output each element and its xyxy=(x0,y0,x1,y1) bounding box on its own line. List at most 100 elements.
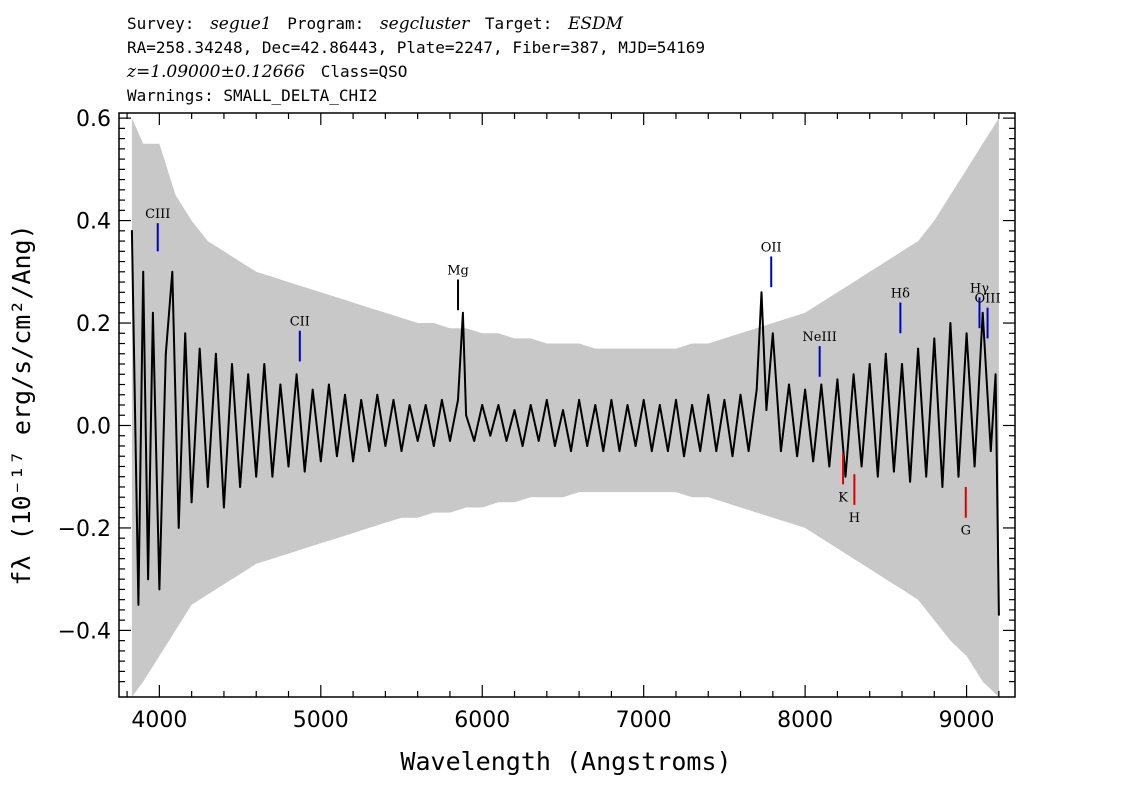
flux-point xyxy=(432,445,435,447)
survey-value: segue1 xyxy=(210,14,272,34)
line-marker-label: OII xyxy=(761,240,782,255)
x-tick-label: 8000 xyxy=(777,708,833,733)
flux-point xyxy=(271,475,274,478)
flux-point xyxy=(255,475,258,478)
flux-point xyxy=(303,470,306,473)
flux-point xyxy=(177,527,180,529)
flux-point xyxy=(247,373,250,376)
flux-point xyxy=(925,475,928,478)
y-tick-label: −0.2 xyxy=(58,517,111,542)
flux-point xyxy=(868,363,871,365)
flux-point xyxy=(586,445,589,447)
x-tick-label: 5000 xyxy=(293,708,349,733)
flux-point xyxy=(449,440,451,442)
flux-point xyxy=(287,465,290,468)
header-line-1: Survey: segue1 Program: segcluster Targe… xyxy=(127,14,624,34)
flux-point xyxy=(497,404,500,406)
flux-point xyxy=(634,445,637,447)
flux-point xyxy=(462,311,464,314)
flux-point xyxy=(231,363,233,365)
flux-point xyxy=(852,373,855,376)
flux-point xyxy=(223,506,225,509)
flux-point xyxy=(376,393,379,396)
flux-point xyxy=(152,311,154,314)
flux-point xyxy=(804,388,806,391)
class-value: Class=QSO xyxy=(321,62,408,81)
flux-point xyxy=(594,404,597,406)
flux-point xyxy=(771,332,774,335)
flux-point xyxy=(147,578,150,581)
flux-point xyxy=(683,455,685,458)
axis-ticks: 4000 5000 6000 7000 8000 9000 −0.4 −0.2 0.0 0.2 0.… xyxy=(58,107,1015,733)
flux-point xyxy=(465,414,467,417)
flux-point xyxy=(973,465,976,468)
flux-point xyxy=(760,291,763,294)
error-band xyxy=(131,118,999,698)
flux-point xyxy=(989,450,992,452)
x-tick-label: 9000 xyxy=(939,708,995,733)
flux-point xyxy=(319,460,322,463)
line-marker-label: H xyxy=(849,511,860,526)
flux-point xyxy=(344,393,346,396)
flux-point xyxy=(481,404,484,406)
flux-point xyxy=(142,270,145,273)
flux-series-line xyxy=(130,230,1000,616)
flux-point xyxy=(384,445,387,447)
flux-point xyxy=(884,352,887,355)
y-tick-label: 0.0 xyxy=(76,414,111,439)
flux-point xyxy=(755,388,758,391)
flux-point xyxy=(424,404,427,406)
survey-label: Survey: xyxy=(127,14,194,33)
flux-point xyxy=(642,399,645,401)
flux-point xyxy=(158,588,161,591)
flux-point xyxy=(198,347,201,350)
flux-point xyxy=(933,337,936,340)
flux-point xyxy=(650,450,653,452)
flux-point xyxy=(215,352,217,355)
line-marker-label: Hδ xyxy=(891,287,910,302)
flux-point xyxy=(392,399,395,401)
x-tick-label: 6000 xyxy=(454,708,510,733)
flux-point xyxy=(368,450,371,452)
flux-point xyxy=(667,450,669,452)
flux-point xyxy=(860,465,863,468)
flux-point xyxy=(981,311,984,314)
header-coords: RA=258.34248, Dec=42.86443, Plate=2247, … xyxy=(127,38,705,57)
header-line-3: z=1.09000±0.12666 Class=QSO xyxy=(126,62,407,82)
flux-point xyxy=(820,383,823,386)
line-marker-label: K xyxy=(838,490,848,505)
flux-point xyxy=(537,440,540,442)
flux-point xyxy=(707,393,710,396)
flux-point xyxy=(602,450,605,452)
flux-point xyxy=(521,445,524,447)
flux-point xyxy=(901,363,903,365)
flux-point xyxy=(263,363,266,365)
y-tick-label: 0.2 xyxy=(76,312,111,337)
flux-point xyxy=(239,486,242,488)
flux-point xyxy=(893,470,895,473)
flux-point xyxy=(131,229,133,232)
flux-point xyxy=(788,383,790,386)
flux-point xyxy=(723,399,726,401)
program-label: Program: xyxy=(287,14,364,33)
flux-point xyxy=(765,409,768,411)
flux-point xyxy=(994,373,997,376)
flux-point xyxy=(336,455,338,458)
flux-point xyxy=(190,501,193,504)
target-value: ESDM xyxy=(567,14,624,34)
flux-point xyxy=(554,445,556,447)
flux-point xyxy=(578,399,580,401)
flux-point xyxy=(957,475,960,478)
flux-point xyxy=(731,455,734,458)
line-marker-label: OIII xyxy=(975,292,1001,307)
flux-point xyxy=(441,399,443,401)
flux-point xyxy=(739,393,742,396)
x-tick-label: 4000 xyxy=(131,708,187,733)
flux-point xyxy=(171,270,174,273)
redshift-value: z=1.09000±0.12666 xyxy=(126,62,305,82)
flux-point xyxy=(998,614,1000,616)
line-marker-label: Hγ xyxy=(970,281,989,296)
flux-point xyxy=(658,404,661,406)
flux-point xyxy=(311,388,314,391)
